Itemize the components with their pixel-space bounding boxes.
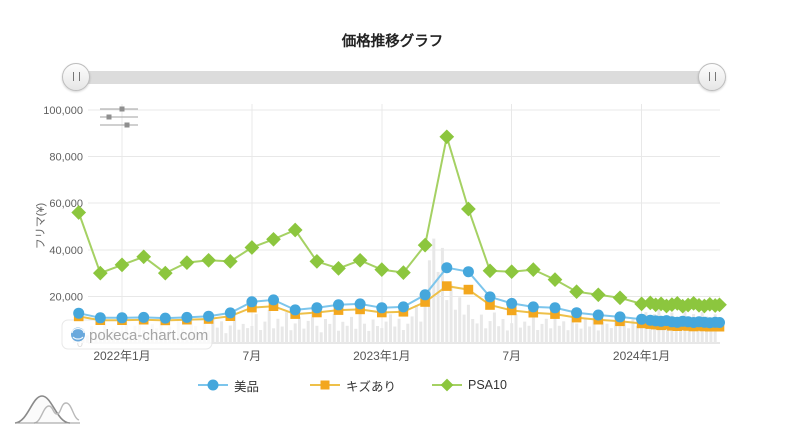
legend-label: キズあり xyxy=(346,379,397,394)
legend-item-kizuari[interactable]: キズあり xyxy=(310,377,397,394)
legend-item-bihin[interactable]: 美品 xyxy=(198,377,260,394)
legend-line xyxy=(432,378,462,392)
svg-text:2024年1月: 2024年1月 xyxy=(613,349,670,363)
circle-marker-icon xyxy=(207,379,219,391)
legend-line xyxy=(198,379,228,391)
page-title: 価格推移グラフ xyxy=(341,34,444,50)
y-axis-title: フリマ(¥) xyxy=(35,203,47,249)
legend-line xyxy=(310,380,340,390)
grip-icon xyxy=(72,72,80,81)
legend-item-psa10[interactable]: PSA10 xyxy=(432,377,507,393)
legend-label: 美品 xyxy=(234,379,260,394)
svg-text:100,000: 100,000 xyxy=(43,105,83,117)
site-logo-icon xyxy=(14,395,80,424)
grip-icon xyxy=(708,72,716,81)
svg-text:7月: 7月 xyxy=(243,349,262,363)
svg-text:20,000: 20,000 xyxy=(49,291,83,303)
watermark-text: pokeca-chart.com xyxy=(89,327,208,344)
series-bihin[interactable] xyxy=(73,262,725,329)
svg-text:2023年1月: 2023年1月 xyxy=(353,349,410,363)
series-psa10[interactable] xyxy=(71,129,727,314)
svg-text:40,000: 40,000 xyxy=(49,245,83,257)
range-slider-left-handle[interactable] xyxy=(62,63,90,91)
svg-text:2022年1月: 2022年1月 xyxy=(93,349,150,363)
watermark: pokeca-chart.com xyxy=(61,319,213,350)
svg-text:7月: 7月 xyxy=(502,349,521,363)
sliders-icon[interactable] xyxy=(100,106,138,128)
range-slider-right-handle[interactable] xyxy=(698,63,726,91)
range-slider-track[interactable] xyxy=(66,71,722,84)
svg-text:80,000: 80,000 xyxy=(49,152,83,164)
legend-label: PSA10 xyxy=(468,378,507,392)
svg-text:60,000: 60,000 xyxy=(49,198,83,210)
square-marker-icon xyxy=(320,380,330,390)
diamond-marker-icon xyxy=(440,378,454,392)
data-series[interactable] xyxy=(71,129,727,332)
